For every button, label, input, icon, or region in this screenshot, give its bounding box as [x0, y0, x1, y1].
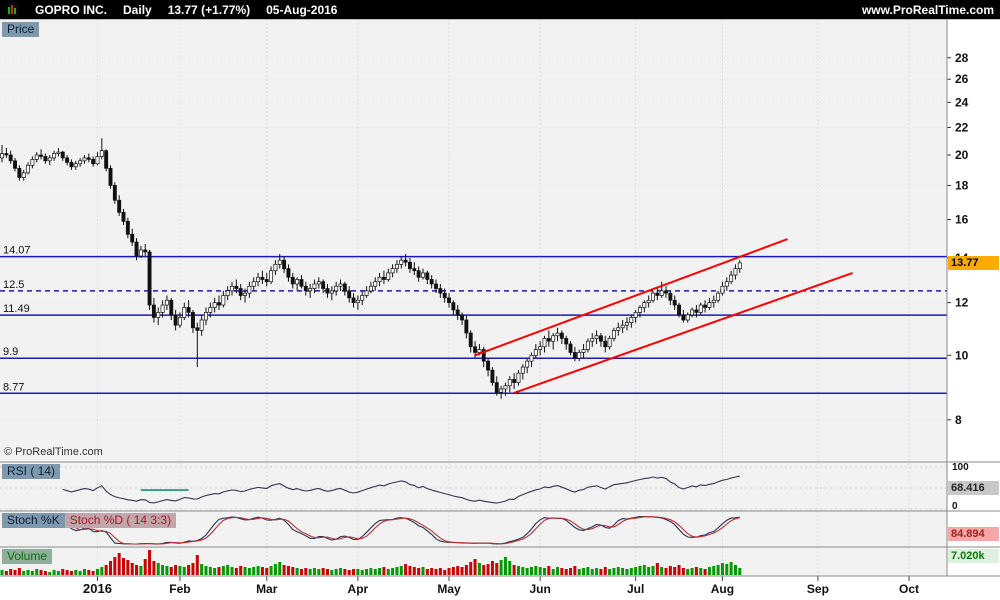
chart-icon	[6, 3, 19, 16]
svg-text:Jun: Jun	[529, 582, 550, 596]
timeframe-label[interactable]: Daily	[123, 2, 152, 17]
svg-text:Sep: Sep	[807, 582, 829, 596]
svg-text:May: May	[437, 582, 461, 596]
svg-text:26: 26	[955, 72, 969, 86]
svg-text:Mar: Mar	[256, 582, 278, 596]
svg-text:Apr: Apr	[348, 582, 369, 596]
price-axis: 282624222018161412108	[0, 51, 969, 427]
tab-rsi-panel[interactable]: RSI ( 14)	[2, 464, 61, 479]
svg-text:Oct: Oct	[899, 582, 919, 596]
svg-text:9.9: 9.9	[3, 346, 18, 358]
svg-text:22: 22	[955, 120, 969, 134]
last-price-axis-badge: 13.77	[948, 256, 999, 270]
stoch-k-label[interactable]: Stoch %K	[2, 513, 65, 528]
svg-text:0: 0	[952, 501, 958, 512]
rsi-value-badge: 68.416	[948, 481, 999, 495]
svg-text:Feb: Feb	[169, 582, 190, 596]
stoch-panel	[66, 515, 740, 545]
stoch-d-line	[75, 516, 740, 545]
svg-text:Aug: Aug	[711, 582, 734, 596]
svg-text:18: 18	[955, 178, 969, 192]
tab-price-panel[interactable]: Price	[2, 22, 40, 37]
stoch-d-label[interactable]: Stoch %D ( 14 3:3)	[64, 513, 177, 528]
volume-bars	[0, 550, 742, 575]
candlesticks	[0, 138, 742, 399]
svg-text:16: 16	[955, 212, 969, 226]
copyright-watermark: © ProRealTime.com	[4, 446, 103, 458]
symbol-name: GOPRO INC.	[35, 2, 108, 17]
title-bar: GOPRO INC. Daily 13.77 (+1.77%) 05-Aug-2…	[0, 0, 1000, 19]
svg-text:8: 8	[955, 413, 962, 427]
svg-text:28: 28	[955, 51, 969, 65]
prorealtime-link[interactable]: www.ProRealTime.com	[861, 2, 994, 17]
svg-text:8.77: 8.77	[3, 381, 24, 393]
rsi-line	[62, 475, 740, 504]
svg-text:2016: 2016	[83, 581, 112, 596]
time-axis: 2016 Feb Mar Apr May Jun Jul Aug Sep Oct	[83, 19, 919, 596]
svg-text:20: 20	[955, 148, 969, 162]
svg-text:Jul: Jul	[627, 582, 644, 596]
stoch-value-badge: 84.894	[948, 527, 999, 541]
rsi-panel: 100 0	[0, 462, 969, 512]
trend-channel	[474, 238, 853, 394]
svg-text:14.07: 14.07	[3, 245, 31, 257]
tab-stoch-panel[interactable]: Stoch %K Stoch %D ( 14 3:3)	[2, 513, 177, 528]
svg-text:10: 10	[955, 348, 969, 362]
volume-value-badge: 7.020k	[948, 549, 999, 563]
date-label: 05-Aug-2016	[266, 2, 338, 17]
last-price: 13.77 (+1.77%)	[167, 2, 251, 17]
svg-text:100: 100	[952, 462, 969, 473]
svg-text:11.49: 11.49	[3, 303, 30, 315]
svg-text:12.5: 12.5	[3, 279, 24, 291]
tab-volume-panel[interactable]: Volume	[2, 549, 53, 564]
svg-text:12: 12	[955, 296, 969, 310]
svg-text:24: 24	[955, 95, 969, 109]
